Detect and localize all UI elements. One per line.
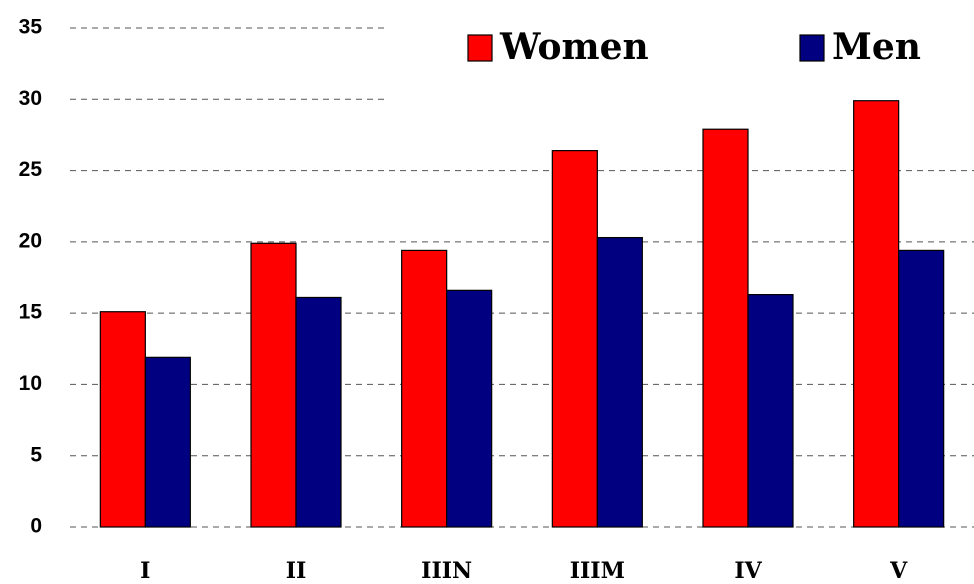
x-tick-label: IIIM (570, 558, 625, 584)
bar (702, 128, 749, 528)
bar (446, 289, 493, 528)
y-tick-label: 35 (19, 16, 43, 39)
legend-label: Men (832, 26, 921, 68)
legend-label: Women (499, 26, 649, 68)
legend-swatch (467, 34, 493, 62)
y-tick-label: 5 (30, 443, 42, 466)
bar (551, 150, 598, 528)
y-tick-label: 25 (19, 158, 43, 181)
y-tick-label: 15 (19, 301, 43, 324)
bar (747, 294, 794, 528)
y-tick-label: 30 (19, 87, 42, 110)
bar (99, 311, 146, 528)
y-tick-label: 0 (30, 515, 42, 538)
bar (401, 249, 448, 528)
y-tick-label: 20 (19, 229, 42, 252)
bar (295, 296, 342, 528)
y-tick-label: 10 (19, 372, 42, 395)
x-tick-label: IIIN (421, 558, 472, 584)
x-tick-label: IV (734, 558, 762, 584)
bar (853, 100, 900, 528)
x-tick-label: II (286, 558, 307, 584)
bar (898, 249, 945, 528)
bar (144, 356, 191, 528)
legend-swatch (799, 34, 825, 62)
x-tick-label: V (889, 558, 908, 584)
x-tick-label: I (140, 558, 150, 584)
bar (250, 242, 297, 528)
bar (596, 236, 643, 528)
